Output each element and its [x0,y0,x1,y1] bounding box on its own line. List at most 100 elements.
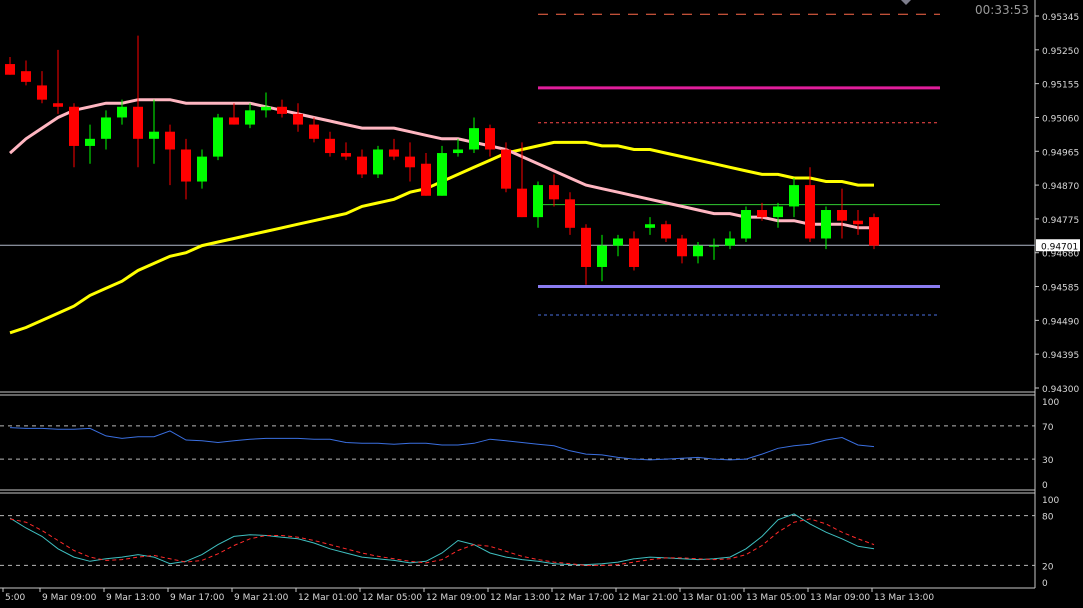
time-tick-label-5: 12 Mar 01:00 [298,593,358,603]
candle-body-3 [53,103,63,107]
candle-body-49 [789,185,799,207]
time-tick-label-7: 12 Mar 09:00 [426,593,486,603]
candle-body-28 [453,149,463,154]
price-tick-label-1: 0.95250 [1042,47,1079,57]
candle-body-20 [325,138,335,154]
candle-body-50 [805,185,815,239]
candles [5,35,879,285]
candle-body-46 [741,210,751,239]
candle-body-14 [229,117,239,125]
candle-body-31 [501,149,511,189]
rsi-tick-label-0: 100 [1042,398,1059,408]
candle-body-21 [341,153,351,157]
scroll-marker-icon[interactable] [901,0,911,5]
candle-body-34 [549,185,559,200]
price-tick-label-11: 0.94300 [1042,385,1079,395]
price-badge-box [1036,239,1080,252]
stoch-signal-line [9,518,875,566]
stoch-tick-label-0: 100 [1042,496,1059,506]
price-tick-label-2: 0.95155 [1042,81,1079,91]
candle-body-29 [469,128,479,150]
candle-body-23 [373,149,383,175]
time-axis: 5:00 9 Mar 09:00 9 Mar 13:00 9 Mar 17:00 9 M… [2,588,934,603]
candle-body-45 [725,238,735,246]
candle-body-33 [533,185,543,218]
candle-body-41 [661,224,671,239]
candle-body-40 [645,224,655,228]
candle-body-0 [5,64,15,75]
stochastic-pane: 100 80 20 0 [0,492,1059,589]
candle-body-51 [821,210,831,239]
candle-body-38 [613,238,623,246]
candle-body-11 [181,149,191,182]
time-tick-label-9: 12 Mar 17:00 [554,593,614,603]
rsi-line [9,427,875,461]
price-tick-label-10: 0.94395 [1042,351,1079,361]
candle-body-30 [485,128,495,150]
rsi-tick-label-1: 70 [1042,423,1054,433]
time-tick-label-3: 9 Mar 17:00 [170,593,225,603]
candle-body-22 [357,156,367,175]
candle-body-15 [245,110,255,125]
stoch-main-line [9,513,875,566]
candle-body-36 [581,227,591,267]
candle-body-6 [101,117,111,139]
rsi-tick-label-3: 0 [1042,481,1048,491]
price-axis: 0.95345 0.95250 0.95155 0.95060 0.94965 0.948… [1035,13,1079,395]
candle-body-5 [85,138,95,146]
price-tick-label-7: 0.94680 [1042,250,1079,260]
time-tick-label-14: 13 Mar 13:00 [874,593,934,603]
candle-body-35 [565,199,575,228]
candle-body-9 [149,131,159,139]
price-tick-label-8: 0.94585 [1042,284,1079,294]
candle-body-13 [213,117,223,157]
price-tick-label-4: 0.94965 [1042,148,1079,158]
time-tick-label-2: 9 Mar 13:00 [106,593,161,603]
candle-body-8 [133,106,143,139]
current-price-badge: 0.94701 [1036,239,1080,252]
horizontal-levels [0,13,1035,316]
time-tick-label-1: 9 Mar 09:00 [42,593,97,603]
time-tick-label-6: 12 Mar 05:00 [362,593,422,603]
time-tick-label-13: 13 Mar 09:00 [810,593,870,603]
price-badge-label: 0.94701 [1041,242,1078,252]
candle-body-27 [437,153,447,196]
candle-body-39 [629,238,639,267]
rsi-pane: 100 70 30 0 [0,394,1059,491]
time-tick-label-12: 13 Mar 05:00 [746,593,806,603]
candle-body-32 [517,188,527,218]
time-tick-label-11: 13 Mar 01:00 [682,593,742,603]
rsi-tick-label-2: 30 [1042,456,1054,466]
candle-body-17 [277,106,287,114]
candle-body-19 [309,124,319,139]
candle-body-16 [261,106,271,111]
candle-body-42 [677,238,687,257]
price-tick-label-9: 0.94490 [1042,317,1079,327]
price-tick-label-0: 0.95345 [1042,13,1079,23]
price-tick-label-3: 0.95060 [1042,114,1079,124]
candle-body-18 [293,113,303,125]
candle-body-43 [693,245,703,257]
candle-body-10 [165,131,175,150]
candle-body-44 [709,245,719,247]
candle-body-47 [757,210,767,218]
bar-countdown-timer: 00:33:53 [975,3,1029,17]
candle-body-53 [853,220,863,225]
candle-body-37 [597,245,607,267]
candle-body-2 [37,85,47,100]
candle-body-26 [421,163,431,196]
stoch-tick-label-1: 80 [1042,513,1054,523]
candle-body-7 [117,106,127,118]
candle-body-24 [389,149,399,157]
candle-body-25 [405,156,415,168]
stoch-tick-label-2: 20 [1042,562,1054,572]
price-tick-label-6: 0.94775 [1042,216,1079,226]
candle-body-12 [197,156,207,182]
price-tick-label-5: 0.94870 [1042,182,1079,192]
candle-body-1 [21,71,31,82]
time-tick-label-10: 12 Mar 21:00 [618,593,678,603]
candle-body-54 [869,217,879,246]
time-tick-label-8: 12 Mar 13:00 [490,593,550,603]
